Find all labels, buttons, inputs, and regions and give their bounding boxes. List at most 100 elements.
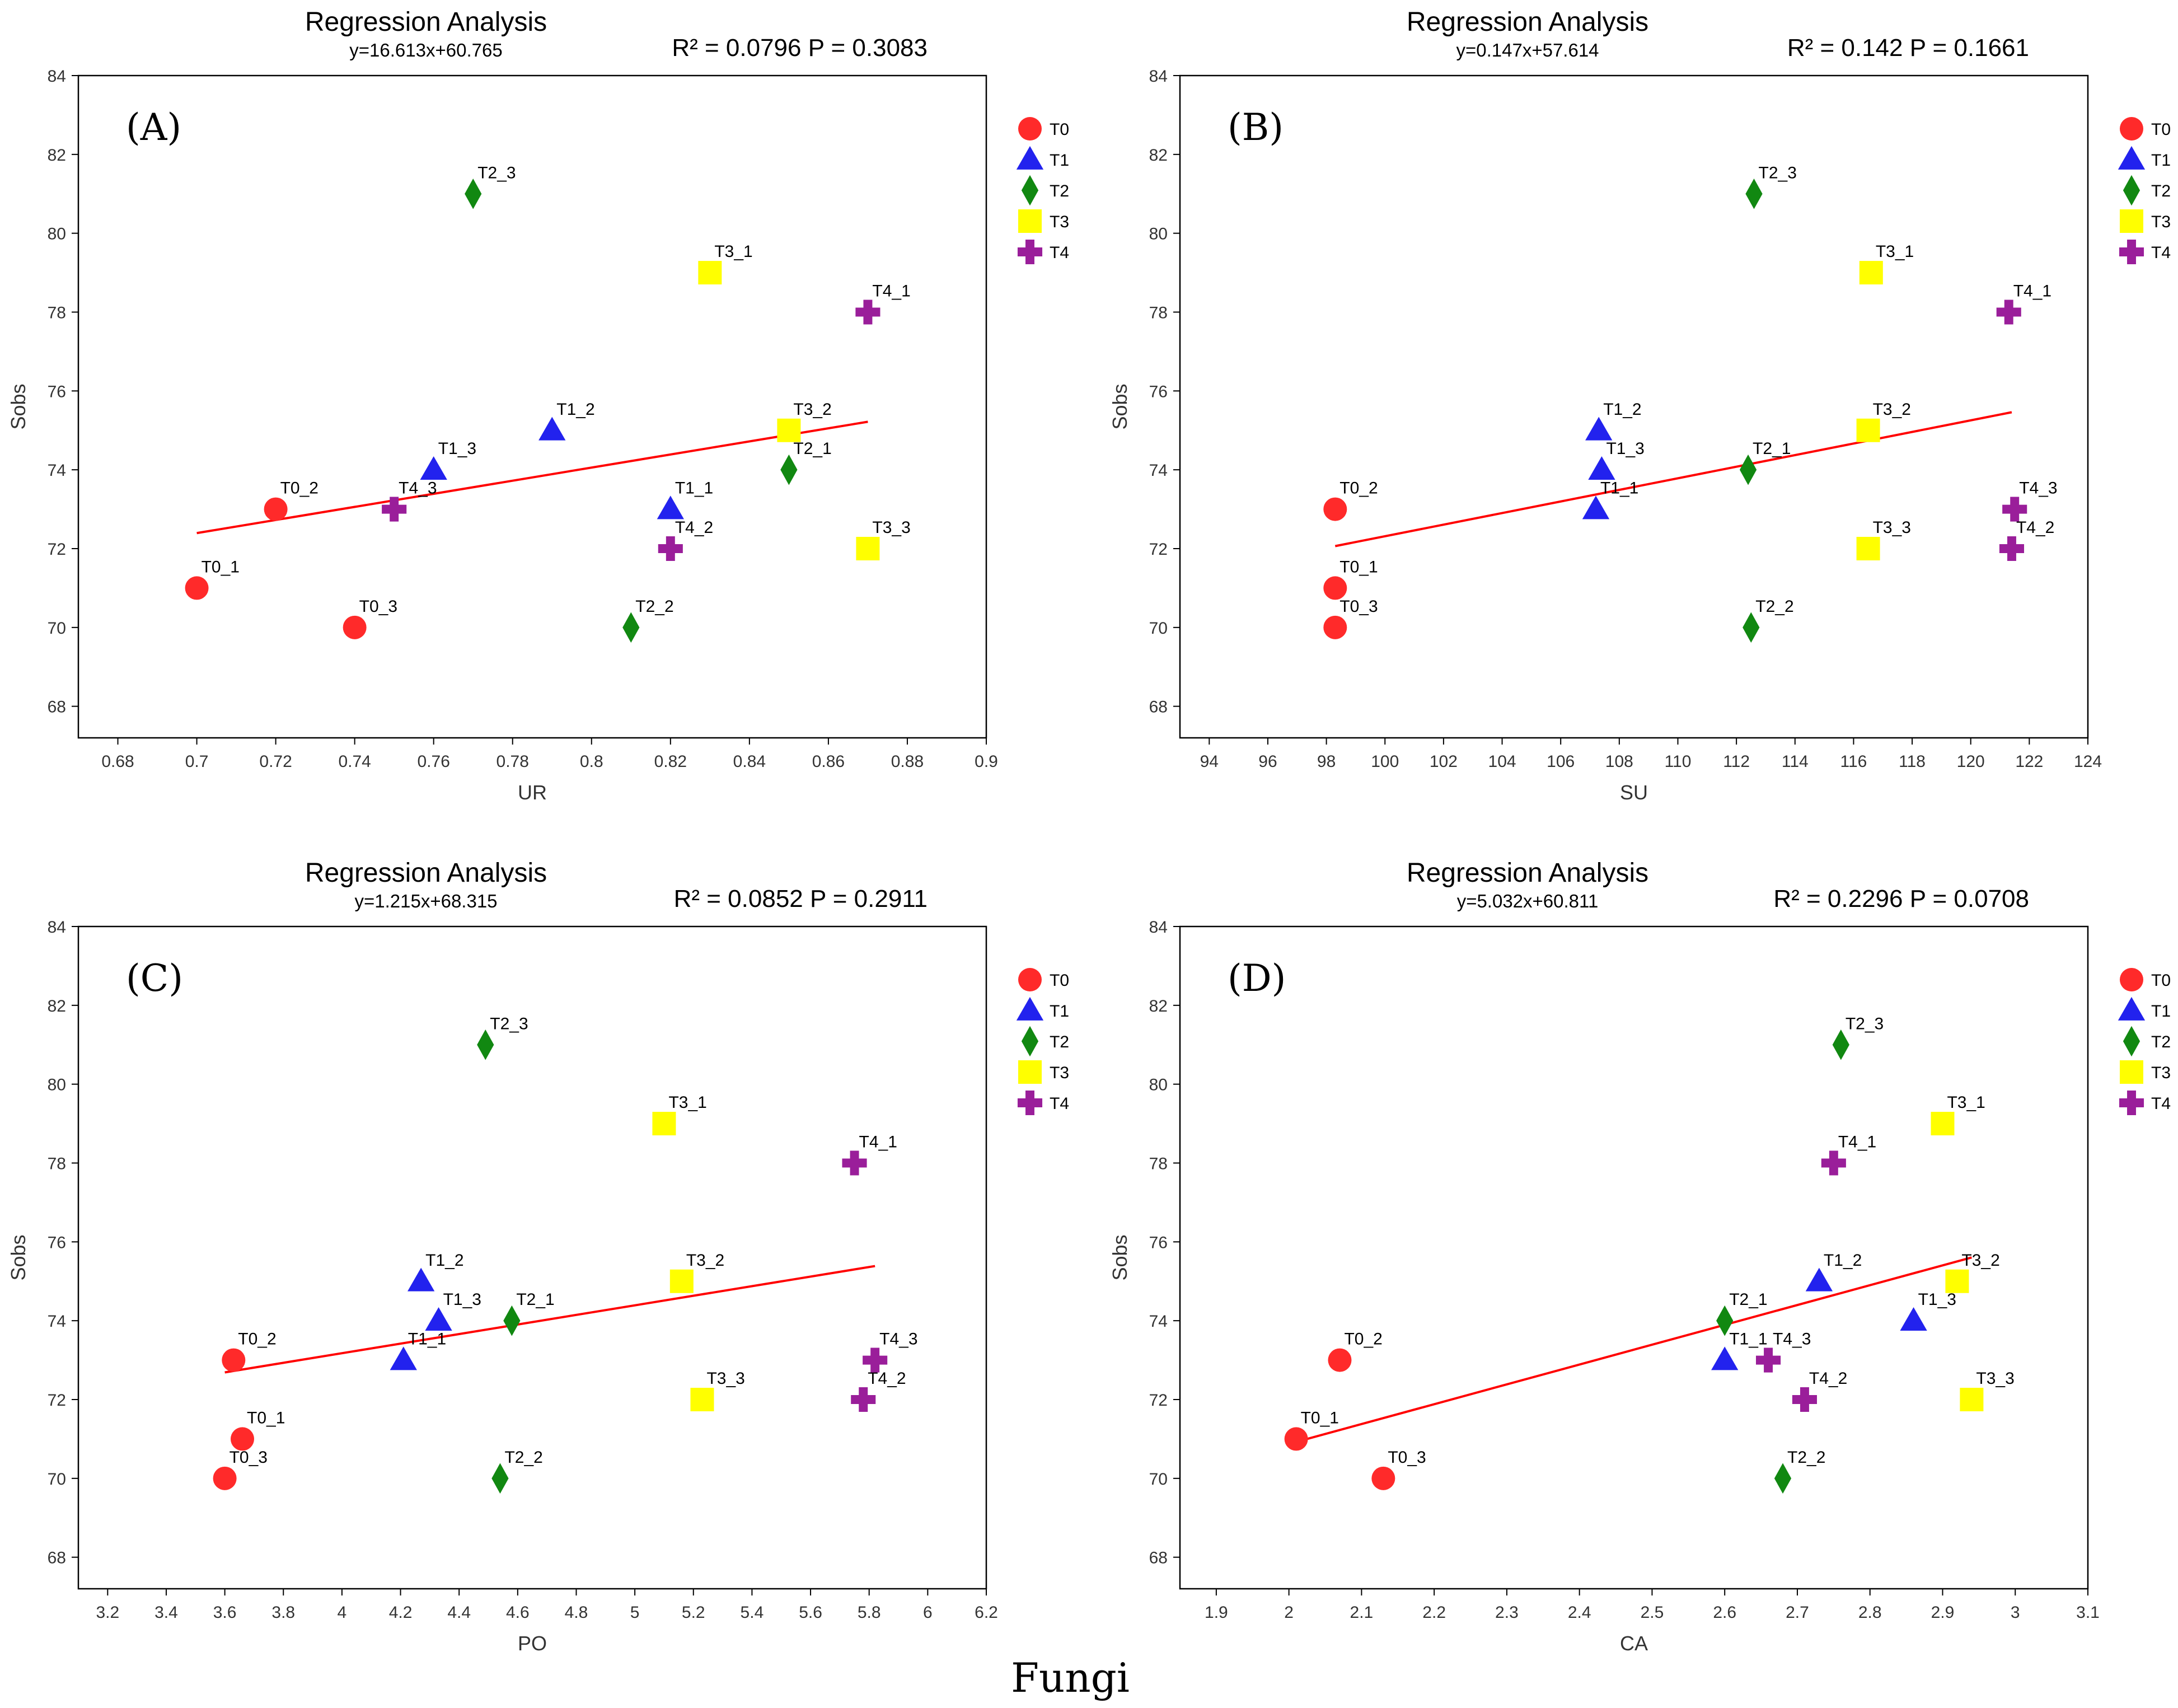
y-axis-label: Sobs bbox=[1108, 383, 1131, 429]
point-label: T4_3 bbox=[399, 479, 437, 498]
point-label: T2_2 bbox=[635, 597, 673, 616]
data-point bbox=[477, 1029, 494, 1060]
chart-panel-a: Regression Analysis y=16.613x+60.765 R² = … bbox=[7, 7, 1069, 804]
x-tick-label: 120 bbox=[1957, 752, 1985, 771]
panel-letter: (B) bbox=[1228, 106, 1284, 149]
x-tick-label: 0.86 bbox=[812, 752, 845, 771]
legend-marker bbox=[2123, 1026, 2140, 1057]
x-axis-label: CA bbox=[1620, 1632, 1648, 1655]
point-label: T2_2 bbox=[1755, 597, 1793, 616]
data-point bbox=[538, 417, 566, 441]
regression-equation: y=0.147x+57.614 bbox=[1456, 40, 1599, 60]
data-point bbox=[777, 418, 801, 442]
y-tick-label: 82 bbox=[1149, 997, 1168, 1016]
x-tick-label: 4.2 bbox=[389, 1603, 413, 1622]
x-tick-label: 0.84 bbox=[733, 752, 766, 771]
x-tick-label: 6.2 bbox=[975, 1603, 998, 1622]
legend-label: T0 bbox=[2151, 971, 2171, 990]
y-axis-label: Sobs bbox=[7, 1234, 30, 1280]
plot-frame bbox=[1179, 74, 2089, 739]
data-point bbox=[231, 1427, 255, 1451]
data-point bbox=[856, 537, 880, 560]
x-tick-label: 118 bbox=[1899, 752, 1926, 771]
data-point bbox=[690, 1388, 714, 1411]
point-label: T3_3 bbox=[706, 1369, 744, 1388]
panels: Regression Analysis y=16.613x+60.765 R² = … bbox=[7, 7, 2171, 1655]
regression-line bbox=[224, 1265, 875, 1374]
x-tick-label: 2.8 bbox=[1858, 1603, 1882, 1622]
data-point bbox=[1284, 1427, 1308, 1451]
point-label: T0_1 bbox=[1301, 1408, 1339, 1427]
legend-marker bbox=[1021, 175, 1039, 206]
chart-title: Regression Analysis bbox=[305, 858, 547, 888]
x-tick-label: 108 bbox=[1605, 752, 1633, 771]
y-tick-label: 70 bbox=[1149, 1470, 1168, 1489]
y-axis-label: Sobs bbox=[7, 383, 30, 429]
point-label: T3_2 bbox=[1873, 400, 1911, 419]
x-tick-label: 0.76 bbox=[418, 752, 450, 771]
chart-title: Regression Analysis bbox=[1407, 7, 1648, 37]
data-point bbox=[1371, 1466, 1395, 1490]
point-label: T0_3 bbox=[229, 1448, 268, 1467]
point-label: T3_1 bbox=[668, 1093, 706, 1112]
data-point bbox=[1739, 454, 1757, 485]
y-tick-label: 68 bbox=[48, 1549, 66, 1567]
chart-title: Regression Analysis bbox=[1407, 858, 1648, 888]
x-tick-label: 6 bbox=[923, 1603, 933, 1622]
x-tick-label: 5.6 bbox=[799, 1603, 822, 1622]
point-label: T1_2 bbox=[425, 1251, 463, 1270]
data-point bbox=[1960, 1388, 1984, 1411]
data-point bbox=[1931, 1112, 1955, 1136]
data-point bbox=[1805, 1267, 1833, 1291]
regression-line bbox=[1296, 1256, 1972, 1443]
y-tick-label: 82 bbox=[48, 997, 66, 1016]
point-label: T1_3 bbox=[443, 1290, 481, 1309]
legend-label: T3 bbox=[2151, 1064, 2171, 1082]
data-point bbox=[382, 497, 407, 522]
regression-stats: R² = 0.2296 P = 0.0708 bbox=[1773, 885, 2029, 913]
data-point bbox=[1588, 456, 1615, 480]
y-tick-label: 84 bbox=[48, 67, 66, 86]
regression-equation: y=5.032x+60.811 bbox=[1457, 891, 1599, 911]
y-tick-label: 76 bbox=[1149, 382, 1168, 401]
point-label: T1_1 bbox=[1729, 1330, 1767, 1349]
point-label: T0_3 bbox=[359, 597, 397, 616]
data-point bbox=[503, 1305, 521, 1336]
point-label: T4_1 bbox=[2013, 282, 2051, 301]
legend-marker bbox=[2118, 146, 2146, 170]
legend: T0 T1 T2 T3 T4 bbox=[1016, 117, 1069, 265]
point-label: T1_2 bbox=[1603, 400, 1641, 419]
x-tick-label: 3.6 bbox=[213, 1603, 237, 1622]
x-tick-label: 0.74 bbox=[338, 752, 371, 771]
point-label: T3_1 bbox=[1947, 1093, 1985, 1112]
point-label: T0_1 bbox=[1339, 558, 1378, 576]
legend-label: T4 bbox=[2151, 1094, 2171, 1113]
legend-marker bbox=[1021, 1026, 1039, 1057]
plot-frame bbox=[77, 925, 987, 1590]
point-label: T3_3 bbox=[1873, 518, 1911, 537]
legend-label: T0 bbox=[1050, 971, 1069, 990]
y-tick-label: 82 bbox=[1149, 146, 1168, 165]
regression-stats: R² = 0.0796 P = 0.3083 bbox=[672, 34, 928, 62]
legend-marker bbox=[2120, 968, 2143, 991]
y-tick-label: 72 bbox=[1149, 540, 1168, 559]
point-label: T0_3 bbox=[1388, 1448, 1426, 1467]
y-tick-label: 68 bbox=[48, 698, 66, 717]
legend-label: T3 bbox=[2151, 213, 2171, 231]
point-label: T4_1 bbox=[872, 282, 910, 301]
panel-letter: (C) bbox=[126, 957, 183, 1000]
x-tick-label: 2.1 bbox=[1350, 1603, 1374, 1622]
data-point bbox=[1585, 417, 1613, 441]
data-point bbox=[2002, 497, 2027, 522]
chart-panel-b: Regression Analysis y=0.147x+57.614 R² = 0… bbox=[1108, 7, 2171, 804]
point-label: T0_1 bbox=[202, 558, 240, 576]
point-label: T3_1 bbox=[714, 242, 752, 261]
point-label: T1_3 bbox=[438, 439, 476, 458]
y-tick-label: 72 bbox=[48, 540, 66, 559]
y-tick-label: 70 bbox=[1149, 619, 1168, 638]
point-label: T2_3 bbox=[477, 163, 516, 182]
x-tick-label: 2.5 bbox=[1641, 1603, 1664, 1622]
x-axis-label: UR bbox=[518, 781, 547, 804]
data-point bbox=[390, 1346, 417, 1370]
